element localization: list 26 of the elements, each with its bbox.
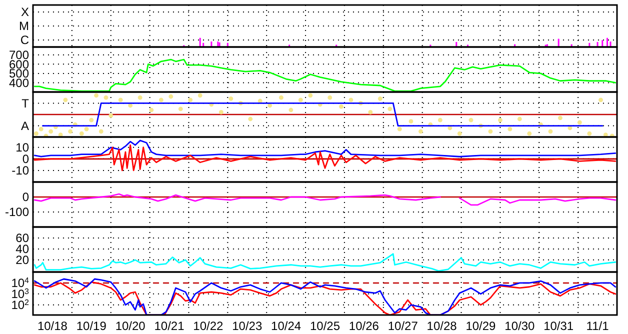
text: C — [20, 33, 30, 48]
x-tick-label: 10/19 — [76, 319, 107, 333]
x-tick-label: 10/24 — [271, 319, 302, 333]
y-tick-label: -100 — [4, 205, 30, 220]
x-tick-label: 10/22 — [193, 319, 224, 333]
text: M — [19, 19, 29, 34]
x-tick-label: 10/26 — [348, 319, 380, 333]
y-tick-label: 0 — [22, 152, 30, 166]
x-tick-label: 10/25 — [310, 319, 340, 333]
text: X — [20, 5, 29, 20]
y-tick-label: 0 — [22, 190, 30, 204]
x-tick-label: 10/18 — [37, 319, 68, 333]
x-tick-label: 10/27 — [388, 319, 418, 333]
y-tick-label: 10 — [16, 140, 30, 155]
text: A — [20, 118, 29, 133]
x-tick-label: 11/1 — [586, 319, 610, 333]
x-tick-label: 10/30 — [504, 319, 536, 333]
y-tick-label: 10$^{2}$ — [11, 298, 30, 312]
x-tick-label: 10/21 — [154, 319, 185, 333]
x-tick-label: 10/31 — [544, 319, 574, 333]
text: T — [22, 96, 30, 110]
x-tick-label: 10/29 — [466, 319, 496, 333]
y-tick-label: -10 — [12, 164, 30, 178]
x-tick-label: 10/28 — [426, 319, 458, 333]
x-tick-label: 10/23 — [232, 319, 262, 333]
x-tick-label: 10/20 — [115, 319, 146, 333]
